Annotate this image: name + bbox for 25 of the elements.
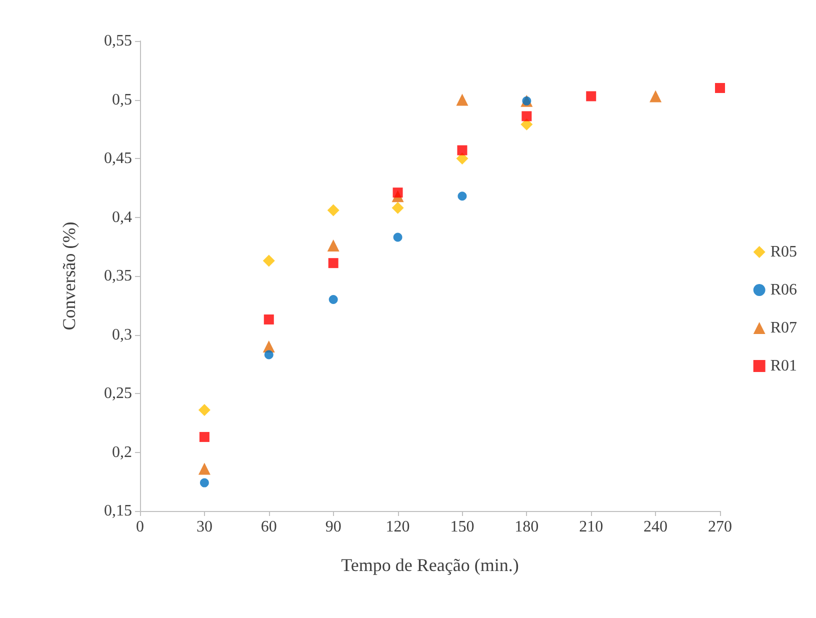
y-tick-label: 0,35 [104, 268, 132, 284]
legend-label: R06 [770, 282, 797, 298]
y-tick-label: 0,5 [112, 91, 132, 108]
x-tick-label: 270 [708, 518, 732, 536]
x-tick-label: 120 [386, 518, 410, 536]
x-tick-label: 60 [260, 518, 277, 536]
legend-label: R07 [770, 320, 797, 336]
y-tick-label: 0,15 [104, 502, 132, 520]
x-axis-title: Tempo de Reação (min.) [341, 555, 519, 575]
legend-label: R01 [770, 358, 797, 374]
y-tick-label: 0,3 [112, 326, 132, 344]
x-tick-label: 150 [450, 518, 474, 536]
y-tick-label: 0,25 [104, 385, 132, 402]
x-tick-label: 210 [579, 518, 604, 536]
y-axis-title: Conversão (%) [59, 222, 79, 330]
x-tick-label: 240 [644, 518, 668, 536]
x-tick-label: 0 [136, 518, 144, 536]
y-tick-label: 0,4 [112, 208, 132, 226]
legend-label: R05 [770, 244, 797, 260]
y-tick-label: 0,2 [112, 444, 132, 461]
x-tick-label: 180 [514, 518, 539, 536]
y-tick-label: 0,45 [104, 150, 132, 167]
x-tick-label: 30 [196, 518, 212, 536]
y-tick-label: 0,55 [104, 32, 132, 50]
x-tick-label: 90 [325, 518, 342, 536]
